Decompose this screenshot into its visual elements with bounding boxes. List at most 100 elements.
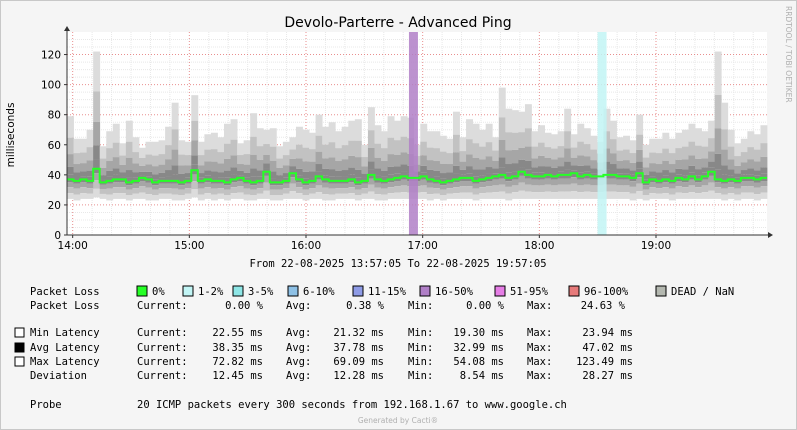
latency-band-segment	[315, 151, 323, 165]
latency-band-segment	[603, 184, 611, 192]
latency-band-segment	[335, 131, 343, 149]
latency-band-segment	[695, 158, 702, 170]
latency-band-segment	[335, 183, 343, 189]
latency-band-segment	[668, 153, 676, 165]
latency-band-segment	[125, 189, 133, 196]
latency-band-column	[446, 138, 454, 199]
latency-band-segment	[551, 167, 559, 173]
latency-band-segment	[302, 185, 310, 190]
latency-band-segment	[367, 184, 375, 192]
stat-min-label: Min:	[408, 356, 433, 368]
latency-band-segment	[518, 147, 526, 160]
latency-band-segment	[93, 91, 101, 122]
latency-band-segment	[328, 169, 336, 177]
latency-band-segment	[531, 131, 539, 147]
latency-band-segment	[237, 143, 245, 156]
stat-max-value: 123.49 ms	[576, 356, 633, 368]
latency-band-segment	[67, 166, 74, 175]
latency-band-column	[479, 129, 487, 199]
latency-band-column	[367, 107, 375, 199]
latency-band-segment	[714, 169, 722, 183]
latency-band-segment	[132, 172, 140, 178]
latency-band-segment	[217, 152, 225, 164]
stat-min-value: 54.08 ms	[453, 356, 504, 368]
latency-band-segment	[184, 173, 192, 178]
latency-band-segment	[224, 158, 231, 171]
latency-band-segment	[734, 188, 742, 195]
latency-band-segment	[727, 159, 735, 170]
latency-band-segment	[505, 164, 513, 173]
latency-band-segment	[655, 193, 663, 199]
latency-band-column	[374, 125, 382, 201]
latency-band-segment	[171, 129, 179, 150]
latency-band-segment	[583, 144, 591, 157]
latency-band-segment	[485, 156, 493, 168]
latency-band-segment	[577, 141, 585, 156]
latency-band-segment	[361, 173, 369, 178]
latency-band-segment	[217, 188, 225, 194]
latency-band-column	[701, 131, 709, 199]
latency-band-segment	[256, 183, 264, 189]
latency-band-column	[165, 126, 173, 199]
latency-band-segment	[125, 170, 133, 178]
latency-band-segment	[309, 132, 316, 150]
latency-band-segment	[237, 164, 245, 171]
latency-band-segment	[452, 134, 460, 153]
latency-band-column	[73, 138, 81, 201]
latency-band-segment	[269, 146, 277, 161]
latency-band-column	[204, 134, 212, 199]
latency-band-segment	[439, 185, 447, 190]
latency-band-segment	[152, 166, 159, 175]
latency-band-segment	[217, 193, 225, 199]
latency-band-segment	[191, 120, 199, 141]
latency-band-segment	[655, 153, 663, 165]
latency-band-segment	[452, 165, 460, 174]
latency-band-segment	[381, 148, 388, 162]
latency-band-segment	[668, 164, 676, 173]
latency-band-segment	[341, 159, 349, 171]
latency-band-segment	[590, 185, 598, 193]
latency-band-segment	[289, 166, 297, 171]
stat-avg-label: Avg:	[286, 370, 311, 382]
loss-legend-item: 16-50%	[419, 285, 474, 298]
latency-band-segment	[125, 120, 133, 142]
latency-band-segment	[269, 189, 277, 196]
latency-band-segment	[204, 187, 212, 194]
latency-band-segment	[760, 156, 768, 168]
latency-band-segment	[662, 193, 670, 199]
latency-band-segment	[551, 179, 559, 186]
loss-event-bar	[597, 32, 607, 235]
latency-band-segment	[119, 143, 127, 156]
latency-band-segment	[603, 161, 611, 170]
latency-band-segment	[662, 187, 670, 194]
latency-band-segment	[623, 149, 631, 161]
latency-band-column	[426, 131, 434, 201]
latency-band-segment	[609, 184, 617, 192]
latency-band-segment	[616, 185, 624, 193]
x-tick-label: 19:00	[641, 240, 671, 252]
loss-legend-label: DEAD / NaN	[671, 286, 734, 298]
latency-band-segment	[695, 187, 702, 194]
latency-band-segment	[498, 117, 506, 140]
latency-band-segment	[636, 177, 644, 184]
latency-band-segment	[511, 179, 519, 186]
latency-band-segment	[243, 194, 251, 201]
latency-band-segment	[570, 157, 578, 166]
latency-band-segment	[276, 146, 284, 159]
latency-band-segment	[590, 135, 598, 150]
latency-band-column	[178, 140, 186, 201]
latency-band-column	[269, 128, 277, 201]
latency-band-segment	[505, 108, 513, 133]
latency-band-segment	[276, 189, 284, 196]
latency-band-column	[760, 125, 768, 199]
latency-band-segment	[112, 123, 120, 143]
latency-band-segment	[152, 195, 159, 201]
latency-band-segment	[590, 168, 598, 174]
latency-band-segment	[315, 179, 323, 186]
latency-band-column	[289, 137, 297, 199]
latency-band-segment	[655, 188, 663, 194]
latency-band-segment	[289, 137, 297, 150]
latency-row-label: Min Latency	[30, 327, 100, 339]
stat-avg-value: 21.32 ms	[333, 327, 384, 339]
loss-legend-label: 96-100%	[584, 286, 629, 298]
